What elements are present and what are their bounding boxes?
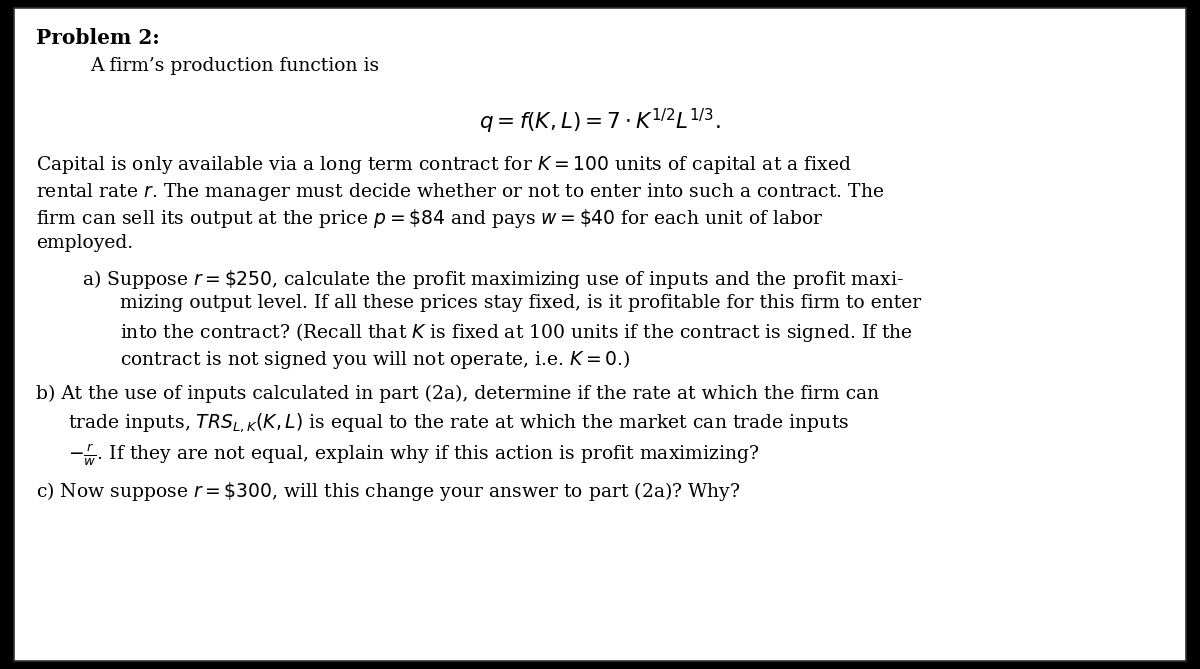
- Text: Problem 2:: Problem 2:: [36, 28, 160, 48]
- Text: contract is not signed you will not operate, i.e. $K=0$.): contract is not signed you will not oper…: [120, 348, 631, 371]
- Text: A firm’s production function is: A firm’s production function is: [90, 57, 379, 75]
- FancyBboxPatch shape: [14, 8, 1186, 661]
- Text: c) Now suppose $r = \$300$, will this change your answer to part (2a)? Why?: c) Now suppose $r = \$300$, will this ch…: [36, 480, 740, 503]
- Text: firm can sell its output at the price $p = \$84$ and pays $w = \$40$ for each un: firm can sell its output at the price $p…: [36, 207, 823, 230]
- Text: mizing output level. If all these prices stay fixed, is it profitable for this f: mizing output level. If all these prices…: [120, 294, 922, 312]
- Text: rental rate $r$. The manager must decide whether or not to enter into such a con: rental rate $r$. The manager must decide…: [36, 181, 884, 203]
- Text: employed.: employed.: [36, 234, 133, 252]
- Text: $q = f(K, L) = 7 \cdot K^{1/2} L^{1/3}.$: $q = f(K, L) = 7 \cdot K^{1/2} L^{1/3}.$: [479, 107, 721, 136]
- Text: b) At the use of inputs calculated in part (2a), determine if the rate at which : b) At the use of inputs calculated in pa…: [36, 385, 880, 403]
- Text: into the contract? (Recall that $K$ is fixed at 100 units if the contract is sig: into the contract? (Recall that $K$ is f…: [120, 321, 913, 344]
- Text: trade inputs, $TRS_{L,K}(K, L)$ is equal to the rate at which the market can tra: trade inputs, $TRS_{L,K}(K, L)$ is equal…: [68, 411, 850, 434]
- Text: a) Suppose $r = \$250$, calculate the profit maximizing use of inputs and the pr: a) Suppose $r = \$250$, calculate the pr…: [82, 268, 904, 290]
- Text: $-\frac{r}{w}$. If they are not equal, explain why if this action is profit maxi: $-\frac{r}{w}$. If they are not equal, e…: [68, 443, 760, 468]
- Text: Capital is only available via a long term contract for $K = 100$ units of capita: Capital is only available via a long ter…: [36, 154, 852, 176]
